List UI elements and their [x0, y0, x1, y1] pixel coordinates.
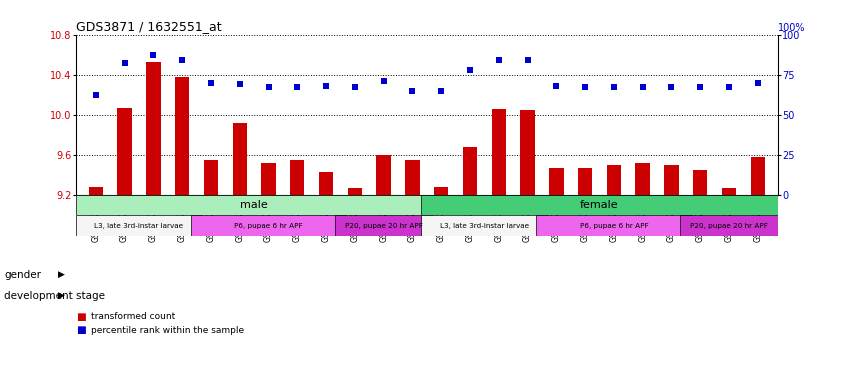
Text: ▶: ▶: [58, 291, 65, 300]
Bar: [88, 187, 103, 195]
Text: P6, pupae 6 hr APF: P6, pupae 6 hr APF: [234, 223, 303, 229]
Bar: [421, 215, 547, 236]
Bar: [549, 167, 563, 195]
Point: [89, 92, 103, 98]
Text: ▶: ▶: [58, 270, 65, 279]
Text: L3, late 3rd-instar larvae: L3, late 3rd-instar larvae: [94, 223, 183, 229]
Bar: [693, 170, 707, 195]
Text: GDS3871 / 1632551_at: GDS3871 / 1632551_at: [76, 20, 221, 33]
Text: male: male: [241, 200, 268, 210]
Bar: [606, 165, 621, 195]
Bar: [405, 160, 420, 195]
Point: [320, 83, 333, 89]
Bar: [680, 215, 778, 236]
Bar: [233, 122, 247, 195]
Bar: [722, 187, 736, 195]
Point: [348, 84, 362, 91]
Bar: [463, 147, 477, 195]
Bar: [118, 108, 132, 195]
Bar: [636, 162, 650, 195]
Text: P20, pupae 20 hr APF: P20, pupae 20 hr APF: [345, 223, 422, 229]
Point: [176, 57, 189, 63]
Text: L3, late 3rd-instar larvae: L3, late 3rd-instar larvae: [440, 223, 529, 229]
Point: [262, 84, 275, 91]
Point: [435, 88, 448, 94]
Text: ■: ■: [76, 325, 86, 335]
Point: [751, 79, 764, 86]
Point: [146, 52, 160, 58]
Text: 100%: 100%: [778, 23, 806, 33]
Point: [694, 84, 707, 91]
Bar: [146, 61, 161, 195]
Point: [204, 79, 218, 86]
Point: [118, 60, 131, 66]
Bar: [537, 215, 691, 236]
Point: [521, 57, 534, 63]
Bar: [191, 215, 346, 236]
Bar: [175, 76, 189, 195]
Point: [291, 84, 304, 91]
Point: [377, 78, 390, 84]
Point: [607, 84, 621, 91]
Bar: [76, 215, 203, 236]
Bar: [262, 162, 276, 195]
Point: [549, 83, 563, 89]
Text: gender: gender: [4, 270, 41, 280]
Bar: [750, 157, 765, 195]
Bar: [204, 160, 218, 195]
Point: [664, 84, 678, 91]
Text: percentile rank within the sample: percentile rank within the sample: [91, 326, 244, 335]
Bar: [347, 187, 362, 195]
Bar: [521, 109, 535, 195]
Point: [233, 81, 246, 87]
Text: ■: ■: [76, 312, 86, 322]
Bar: [377, 154, 391, 195]
Bar: [421, 195, 778, 215]
Text: transformed count: transformed count: [91, 312, 175, 321]
Point: [722, 84, 736, 91]
Text: P20, pupae 20 hr APF: P20, pupae 20 hr APF: [690, 223, 768, 229]
Point: [463, 67, 477, 73]
Bar: [290, 160, 304, 195]
Text: development stage: development stage: [4, 291, 105, 301]
Point: [579, 84, 592, 91]
Bar: [664, 165, 679, 195]
Bar: [319, 172, 333, 195]
Text: P6, pupae 6 hr APF: P6, pupae 6 hr APF: [579, 223, 648, 229]
Bar: [434, 187, 448, 195]
Bar: [335, 215, 432, 236]
Point: [405, 88, 419, 94]
Bar: [578, 167, 592, 195]
Point: [492, 57, 505, 63]
Bar: [491, 109, 506, 195]
Text: female: female: [580, 200, 619, 210]
Bar: [76, 195, 432, 215]
Point: [636, 84, 649, 91]
